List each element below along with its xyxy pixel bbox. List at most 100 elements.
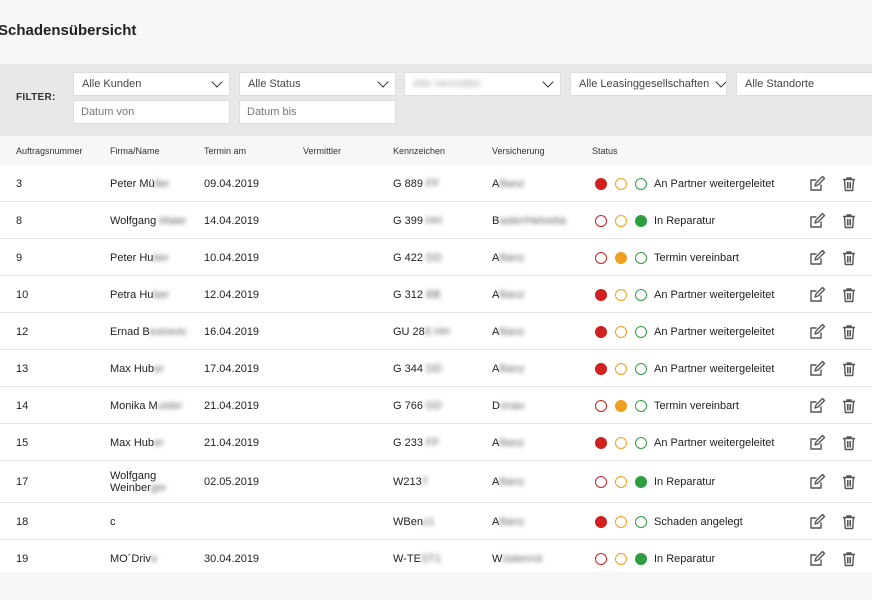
status-text: An Partner weitergeleitet xyxy=(654,362,775,375)
auftragsnummer-cell: 18 xyxy=(16,515,29,528)
status-dot-orange xyxy=(615,552,627,565)
firma-name-visible: Max Hub xyxy=(110,436,155,449)
termin-cell: 21.04.2019 xyxy=(204,399,260,412)
edit-icon[interactable] xyxy=(808,360,826,378)
header-firma[interactable]: Firma/Name xyxy=(110,146,160,156)
kennzeichen-visible: G 233 xyxy=(393,436,423,449)
firma-name-line2: Weinber xyxy=(110,482,151,494)
header-status[interactable]: Status xyxy=(592,146,618,156)
header-termin[interactable]: Termin am xyxy=(204,146,247,156)
status-dot-green xyxy=(635,515,647,528)
kennzeichen-visible: G 312 xyxy=(393,288,423,301)
auftragsnummer-cell: 3 xyxy=(16,177,23,190)
trash-icon[interactable] xyxy=(840,360,858,378)
table-row[interactable]: 3 Peter Müller 09.04.2019 G 889 FF Allianz An… xyxy=(0,165,872,202)
trash-icon[interactable] xyxy=(840,550,858,568)
kennzeichen-visible: G 422 xyxy=(393,251,423,264)
header-auftragsnummer[interactable]: Auftragsnummer xyxy=(16,146,83,156)
firma-cell: MO´Drive xyxy=(110,553,157,565)
table-row[interactable]: 9 Peter Huber 10.04.2019 G 422 DD Allianz Ter… xyxy=(0,239,872,276)
kennzeichen-visible: WBen xyxy=(393,515,423,528)
auftragsnummer-cell: 17 xyxy=(16,476,29,488)
status-text: In Reparatur xyxy=(654,552,716,565)
edit-icon[interactable] xyxy=(808,286,826,304)
table-row[interactable]: 18 c WBenz1 Allianz Schaden angelegt xyxy=(0,503,872,540)
trash-icon[interactable] xyxy=(840,513,858,531)
trash-icon[interactable] xyxy=(840,212,858,230)
datum-bis-input[interactable] xyxy=(239,100,396,124)
kennzeichen-cell: G 766 DD xyxy=(393,400,442,412)
table-row[interactable]: 8 Wolfgang Maier 14.04.2019 G 399 HH Basler/… xyxy=(0,202,872,239)
versicherung-cell: Allianz xyxy=(492,363,524,375)
vermittler-select[interactable]: Alle Vermittler xyxy=(404,72,561,96)
firma-name-blurred: esirevic xyxy=(149,325,188,338)
kennzeichen-cell: G 312 BB xyxy=(393,289,441,301)
kennzeichen-cell: G 344 DD xyxy=(393,363,442,375)
header-versicherung[interactable]: Versicherung xyxy=(492,146,545,156)
status-text: An Partner weitergeleitet xyxy=(654,177,775,190)
kennzeichen-blurred: DD xyxy=(422,362,442,375)
status-dot-green xyxy=(635,251,647,264)
trash-icon[interactable] xyxy=(840,286,858,304)
versicherung-cell: Allianz xyxy=(492,252,524,264)
edit-icon[interactable] xyxy=(808,434,826,452)
status-text: An Partner weitergeleitet xyxy=(654,436,775,449)
trash-icon[interactable] xyxy=(840,175,858,193)
edit-icon[interactable] xyxy=(808,323,826,341)
status-dot-red xyxy=(595,436,607,449)
status-dot-red xyxy=(595,476,607,488)
status-dot-orange xyxy=(615,362,627,375)
table-row[interactable]: 14 Monika Muster 21.04.2019 G 766 DD Donau Te… xyxy=(0,387,872,424)
edit-icon[interactable] xyxy=(808,175,826,193)
table-row[interactable]: 17 Wolfgang Weinberger 02.05.2019 W213T Allia… xyxy=(0,461,872,503)
termin-cell: 16.04.2019 xyxy=(204,325,260,338)
standorte-select-value: Alle Standorte xyxy=(745,78,815,90)
termin-cell: 17.04.2019 xyxy=(204,362,260,375)
firma-cell: Max Huber xyxy=(110,437,164,449)
edit-icon[interactable] xyxy=(808,397,826,415)
kennzeichen-blurred: FF xyxy=(422,436,440,449)
trash-icon[interactable] xyxy=(840,473,858,491)
table-row[interactable]: 15 Max Huber 21.04.2019 G 233 FF Allianz An P… xyxy=(0,424,872,461)
status-dot-green xyxy=(635,399,647,412)
firma-name-blurred: ller xyxy=(154,177,170,190)
leasing-select[interactable]: Alle Leasinggesellschaften xyxy=(570,72,727,96)
table-row[interactable]: 10 Petra Huber 12.04.2019 G 312 BB Allianz An… xyxy=(0,276,872,313)
header-vermittler[interactable]: Vermittler xyxy=(303,146,342,156)
standorte-select[interactable]: Alle Standorte xyxy=(736,72,872,96)
trash-icon[interactable] xyxy=(840,397,858,415)
status-dot-green xyxy=(635,436,647,449)
table-row[interactable]: 13 Max Huber 17.04.2019 G 344 DD Allianz An P… xyxy=(0,350,872,387)
edit-icon[interactable] xyxy=(808,550,826,568)
header-kennzeichen[interactable]: Kennzeichen xyxy=(393,146,446,156)
edit-icon[interactable] xyxy=(808,249,826,267)
status-select[interactable]: Alle Status xyxy=(239,72,396,96)
firma-name-line2-blurred: ger xyxy=(150,482,167,494)
kennzeichen-blurred: 8 HH xyxy=(424,325,450,338)
kennzeichen-cell: G 889 FF xyxy=(393,178,439,190)
firma-name-blurred: ber xyxy=(153,288,170,301)
termin-cell: 14.04.2019 xyxy=(204,214,260,227)
kunden-select[interactable]: Alle Kunden xyxy=(73,72,230,96)
status-dot-green xyxy=(635,362,647,375)
status-text: Schaden angelegt xyxy=(654,515,743,528)
kennzeichen-blurred: ST1 xyxy=(420,552,442,565)
table-row[interactable]: 12 Ernad Besirevic 16.04.2019 GU 288 HH Alli… xyxy=(0,313,872,350)
firma-cell: Ernad Besirevic xyxy=(110,326,187,338)
status-dot-green xyxy=(635,288,647,301)
kennzeichen-cell: W213T xyxy=(393,476,428,488)
status-dot-red xyxy=(595,214,607,227)
edit-icon[interactable] xyxy=(808,212,826,230)
versicherung-blurred: llianz xyxy=(499,251,525,264)
edit-icon[interactable] xyxy=(808,513,826,531)
trash-icon[interactable] xyxy=(840,323,858,341)
status-dot-orange xyxy=(615,436,627,449)
edit-icon[interactable] xyxy=(808,473,826,491)
kennzeichen-cell: W-TEST1 xyxy=(393,553,441,565)
trash-icon[interactable] xyxy=(840,249,858,267)
kennzeichen-blurred: z1 xyxy=(422,515,435,528)
versicherung-cell: Basler/Helvetia xyxy=(492,215,566,227)
kennzeichen-cell: G 233 FF xyxy=(393,437,439,449)
datum-von-input[interactable] xyxy=(73,100,230,124)
trash-icon[interactable] xyxy=(840,434,858,452)
